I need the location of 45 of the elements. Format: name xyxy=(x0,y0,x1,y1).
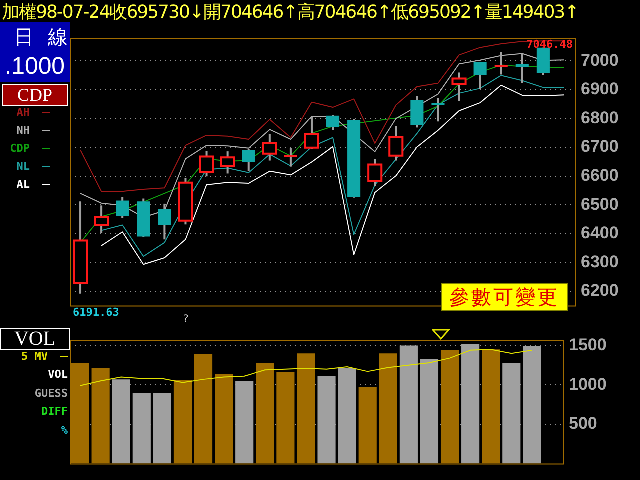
y-tick-label: 6500 xyxy=(581,194,619,214)
legend-label: NH xyxy=(16,124,30,137)
bar xyxy=(132,392,151,464)
bar xyxy=(338,368,356,464)
text: CDP xyxy=(2,84,68,106)
series-label: VOL xyxy=(48,368,68,381)
text: VOL xyxy=(0,328,70,350)
y-tick-label: 500 xyxy=(569,414,598,434)
annotation: 7046.48 xyxy=(526,38,573,52)
annotation: 日線 xyxy=(13,24,82,51)
candlestick xyxy=(430,97,446,123)
legend-label: NL xyxy=(16,160,30,173)
bar xyxy=(420,359,439,464)
y-tick-label: 6800 xyxy=(581,108,619,128)
bar xyxy=(112,380,130,464)
text: .1000 xyxy=(0,52,70,82)
text: GUESS xyxy=(34,387,68,400)
legend-label: AH xyxy=(16,106,30,119)
bar xyxy=(462,344,480,464)
bar xyxy=(502,363,521,464)
y-tick-label: 6600 xyxy=(581,166,619,186)
bar xyxy=(236,381,254,464)
y-tick-label: 6900 xyxy=(581,80,619,99)
bar xyxy=(153,392,172,464)
text: % xyxy=(60,424,68,437)
bar xyxy=(523,346,542,464)
bar xyxy=(400,346,418,464)
bar xyxy=(318,376,336,464)
legend-label: AL xyxy=(16,178,30,191)
legend-label: CDP xyxy=(10,142,30,155)
text: ? xyxy=(183,314,190,325)
candlestick xyxy=(283,147,298,168)
annotation: 參數可變更 xyxy=(441,283,568,311)
y-tick-label: 6700 xyxy=(581,137,619,156)
legend-label: 5 MV xyxy=(22,350,48,363)
candlestick xyxy=(494,51,509,76)
y-tick-label: 6200 xyxy=(581,281,619,300)
y-tick-label: 1000 xyxy=(569,374,607,394)
y-tick-label: 1500 xyxy=(569,335,607,354)
y-tick-label: 6300 xyxy=(581,252,619,272)
y-tick-label: 7000 xyxy=(581,50,619,70)
y-tick-label: 6400 xyxy=(581,224,619,243)
text: 6191.63 xyxy=(73,306,120,319)
chart-title: 加權98-07-24收695730↓開704646↑高704646↑低695092↑量149403↑ xyxy=(2,1,579,23)
text: DIFF xyxy=(40,405,68,418)
